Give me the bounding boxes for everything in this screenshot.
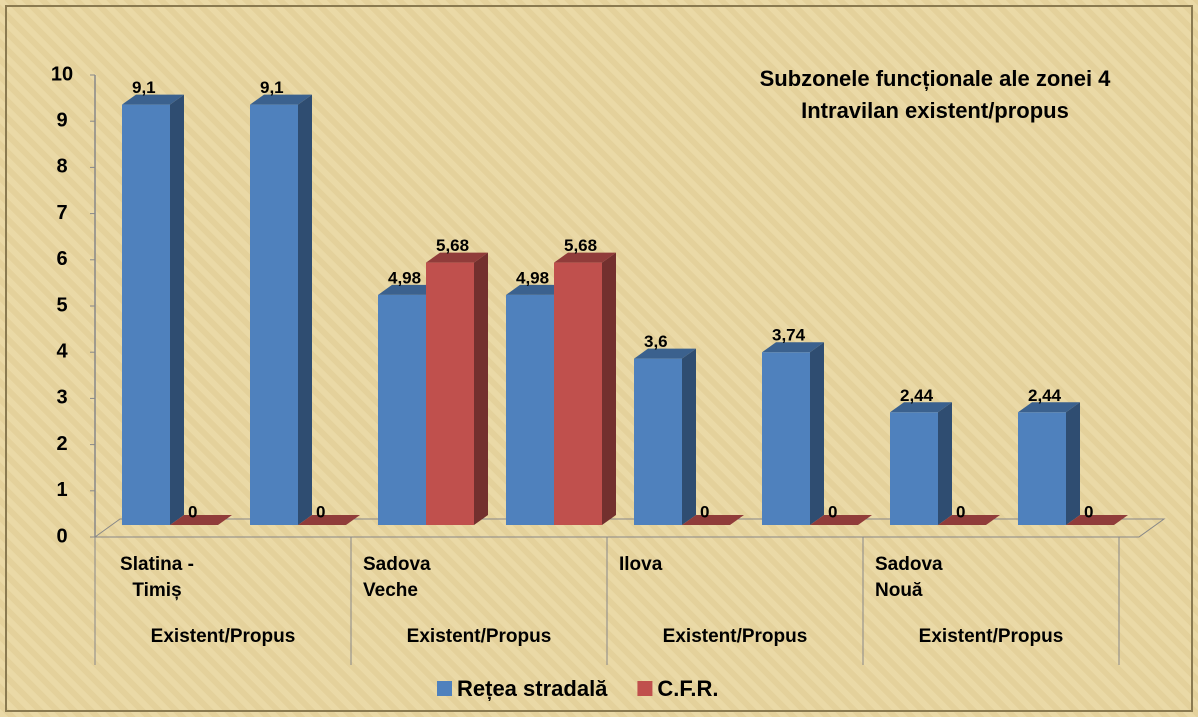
chart-title: Subzonele funcționale ale zonei 4 bbox=[760, 66, 1112, 91]
group-label: Existent/Propus bbox=[406, 626, 552, 647]
bar bbox=[938, 515, 1000, 525]
bar-face bbox=[890, 412, 938, 525]
bar-face bbox=[634, 358, 682, 525]
bar-face bbox=[762, 342, 824, 353]
bar-face bbox=[170, 94, 184, 525]
x-tick-label: Slatina - Timiș bbox=[120, 554, 194, 601]
bar bbox=[250, 94, 312, 525]
bar-face bbox=[1066, 402, 1080, 525]
bar-face bbox=[634, 348, 696, 359]
bar-face bbox=[1018, 402, 1080, 413]
bar-face bbox=[938, 515, 1000, 525]
y-tick-label: 5 bbox=[56, 294, 67, 316]
value-label: 5,68 bbox=[436, 236, 469, 255]
bar-face bbox=[298, 515, 360, 525]
bar-face bbox=[602, 252, 616, 526]
bar bbox=[554, 252, 616, 526]
value-label: 0 bbox=[1084, 502, 1093, 521]
group-label: Existent/Propus bbox=[918, 626, 1064, 647]
bar-face bbox=[474, 252, 488, 526]
x-tick-label: Sadova Nouă bbox=[875, 554, 943, 601]
bar bbox=[122, 94, 184, 525]
bar bbox=[426, 252, 488, 526]
bar-face bbox=[810, 342, 824, 525]
bar bbox=[762, 342, 824, 525]
bar-face bbox=[938, 402, 952, 525]
y-tick-label: 10 bbox=[51, 63, 73, 85]
bar-face bbox=[250, 104, 298, 525]
y-tick-label: 8 bbox=[56, 156, 67, 178]
value-label: 4,98 bbox=[516, 268, 549, 287]
y-tick-label: 3 bbox=[56, 387, 67, 409]
value-label: 3,74 bbox=[772, 326, 806, 345]
bar-face bbox=[1066, 515, 1128, 525]
value-label: 2,44 bbox=[900, 386, 934, 405]
bar bbox=[298, 515, 360, 525]
group-label: Existent/Propus bbox=[662, 626, 808, 647]
group-label: Existent/Propus bbox=[150, 626, 296, 647]
bar-face bbox=[298, 94, 312, 525]
bar-face bbox=[426, 252, 488, 263]
bar bbox=[1018, 402, 1080, 525]
legend-label: C.F.R. bbox=[657, 676, 718, 701]
bar-face bbox=[122, 94, 184, 105]
x-tick-label: Sadova Veche bbox=[363, 554, 431, 601]
y-tick-label: 6 bbox=[56, 248, 67, 270]
value-label: 9,1 bbox=[260, 78, 284, 97]
bar bbox=[682, 515, 744, 525]
bar-face bbox=[554, 262, 602, 525]
legend-swatch bbox=[637, 681, 653, 696]
bar-face bbox=[170, 515, 232, 525]
bar-face bbox=[250, 94, 312, 105]
value-label: 0 bbox=[316, 502, 325, 521]
bar-face bbox=[426, 262, 474, 525]
bar bbox=[634, 348, 696, 525]
legend-swatch bbox=[437, 681, 452, 696]
y-tick-label: 0 bbox=[56, 525, 67, 547]
y-tick-label: 9 bbox=[56, 109, 67, 131]
bar bbox=[1066, 515, 1128, 525]
value-label: 4,98 bbox=[388, 268, 421, 287]
value-label: 9,1 bbox=[132, 78, 156, 97]
floor bbox=[93, 518, 1166, 538]
bar bbox=[890, 402, 952, 525]
bar-face bbox=[1018, 412, 1066, 525]
x-tick-label: Ilova bbox=[619, 554, 663, 575]
bar-face bbox=[682, 348, 696, 525]
value-label: 2,44 bbox=[1028, 386, 1062, 405]
value-label: 3,6 bbox=[644, 332, 668, 351]
bar-face bbox=[554, 252, 616, 263]
bar-face bbox=[890, 402, 952, 413]
bar-face bbox=[506, 284, 568, 295]
value-label: 0 bbox=[700, 502, 709, 521]
bar-face bbox=[122, 104, 170, 525]
y-tick-label: 7 bbox=[56, 202, 67, 224]
bar-face bbox=[378, 294, 426, 525]
bar-face bbox=[506, 294, 554, 525]
bar bbox=[810, 515, 872, 525]
chart-subtitle: Intravilan existent/propus bbox=[801, 98, 1069, 123]
bar-face bbox=[762, 352, 810, 525]
value-label: 0 bbox=[956, 502, 965, 521]
y-tick-label: 1 bbox=[56, 479, 67, 501]
y-tick-label: 4 bbox=[56, 340, 68, 362]
legend-label: Rețea stradală bbox=[457, 676, 608, 701]
value-label: 0 bbox=[828, 502, 837, 521]
bar-face bbox=[682, 515, 744, 525]
frame bbox=[5, 5, 1193, 712]
bar-face bbox=[378, 284, 440, 295]
y-tick-label: 2 bbox=[56, 433, 67, 455]
value-label: 0 bbox=[188, 502, 197, 521]
bar-face bbox=[810, 515, 872, 525]
bar bbox=[170, 515, 232, 525]
value-label: 5,68 bbox=[564, 236, 597, 255]
